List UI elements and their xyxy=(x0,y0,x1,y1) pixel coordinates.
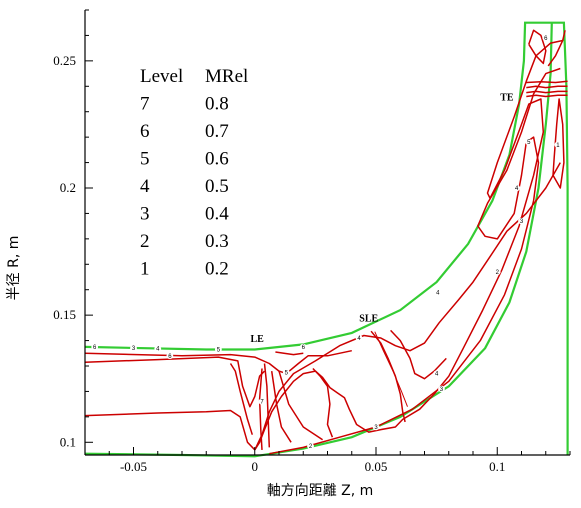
contour-label-bg xyxy=(130,345,137,352)
contour-label: 4 xyxy=(436,290,440,296)
x-tick-label: 0 xyxy=(252,459,259,474)
contour-label: 1 xyxy=(556,143,560,149)
legend-level: 1 xyxy=(140,259,150,280)
sle-marker-line xyxy=(374,331,408,407)
contour-line-level-6 xyxy=(526,94,568,98)
legend-value: 0.3 xyxy=(205,231,229,252)
annotations: LE SLE TE xyxy=(251,92,514,407)
legend-value: 0.7 xyxy=(205,121,229,142)
contour-label-bg xyxy=(372,423,380,431)
legend-level: 3 xyxy=(140,204,150,225)
contour-line-level-7 xyxy=(526,85,568,89)
contour-label-bg xyxy=(493,268,501,276)
contour-label: 4 xyxy=(357,336,361,342)
legend-value: 0.4 xyxy=(205,204,229,225)
contour-lines xyxy=(84,29,568,455)
contour-line-level-6 xyxy=(263,363,271,448)
x-tick-label: -0.05 xyxy=(120,459,147,474)
contour-line-level-4 xyxy=(390,329,447,380)
contour-line-level-7 xyxy=(258,368,263,450)
contour-label-bg xyxy=(518,217,525,225)
contour-label-bg xyxy=(542,34,550,42)
contour-label-bg xyxy=(166,352,174,360)
contour-label: 3 xyxy=(520,219,524,225)
contour-label-bg xyxy=(258,398,266,405)
contour-line-level-4 xyxy=(84,409,256,451)
contour-line-level-5 xyxy=(270,370,292,443)
contour-label: 4 xyxy=(156,347,160,353)
contour-label: 2 xyxy=(309,444,313,450)
contour-label: 5 xyxy=(217,347,221,353)
legend-level: 2 xyxy=(140,231,150,252)
contour-label-bg xyxy=(307,442,314,450)
contour-label-bg xyxy=(282,369,290,376)
legend-value: 0.6 xyxy=(205,149,229,170)
annotation-le: LE xyxy=(251,334,265,345)
contour-line-level-6 xyxy=(526,90,568,94)
y-tick-label: 0.25 xyxy=(53,53,76,68)
contour-line-level-5 xyxy=(312,367,334,438)
contour-label: 3 xyxy=(374,425,378,431)
contour-label: 4 xyxy=(515,186,519,192)
contour-line-level-4 xyxy=(278,370,324,441)
annotation-sle: SLE xyxy=(359,314,378,325)
contour-line-level-7 xyxy=(229,363,254,435)
contour-label-bg xyxy=(554,141,562,148)
x-tick-label: 0.05 xyxy=(365,459,388,474)
legend-level: 4 xyxy=(140,176,150,197)
legend-value: 0.2 xyxy=(205,259,229,280)
contour-label: 6 xyxy=(93,345,97,351)
contour-line-level-6 xyxy=(528,29,547,65)
contour-line-level-6 xyxy=(275,351,304,356)
contour-label-bg xyxy=(434,289,442,296)
contour-label-bg xyxy=(525,139,533,146)
contour-label: 6 xyxy=(544,36,548,42)
contour-line-level-5 xyxy=(547,30,566,67)
contour-label: 5 xyxy=(285,370,289,376)
contour-label: 3 xyxy=(132,346,136,352)
contour-label-bg xyxy=(438,385,445,393)
legend-value: 0.5 xyxy=(205,176,229,197)
legend-level: 5 xyxy=(140,149,150,170)
legend-value: 0.8 xyxy=(205,94,229,115)
contour-label: 6 xyxy=(302,345,306,351)
contour-line-level-5 xyxy=(84,356,266,408)
contour-label-bg xyxy=(214,346,222,353)
contour-line-level-7 xyxy=(526,80,568,84)
y-tick-label: 0.2 xyxy=(60,180,76,195)
legend: Level MRel 7 0.8 6 0.7 5 0.6 4 0.5 3 0.4 2 0.3 1 0.2 xyxy=(140,66,248,280)
legend-level: 7 xyxy=(140,94,150,115)
contour-label-bg xyxy=(154,345,162,352)
contour-label: 5 xyxy=(527,140,531,146)
contour-label-bg xyxy=(433,370,441,377)
contour-label: 4 xyxy=(435,372,439,378)
contour-line-level-1 xyxy=(552,98,565,189)
contour-labels: 6 3 4 5 6 6 5 4 7 2 3 4 3 4 2 3 1 4 5 6 xyxy=(91,34,562,450)
axes: -0.05 0 0.05 0.10.10.150.20.25 xyxy=(53,9,571,474)
contour-line-level-4 xyxy=(254,162,561,451)
contour-label: 7 xyxy=(260,400,264,406)
y-tick-label: 0.1 xyxy=(60,434,76,449)
legend-header-mrel: MRel xyxy=(205,66,248,87)
contour-line-level-3 xyxy=(254,39,563,451)
contour-label: 2 xyxy=(496,270,500,276)
annotation-te: TE xyxy=(500,92,514,103)
contour-label: 3 xyxy=(440,387,444,393)
shroud-wall-line xyxy=(84,21,569,455)
contour-label-bg xyxy=(299,343,307,351)
y-axis-title: 半径 R, m xyxy=(6,236,22,301)
contour-label-bg xyxy=(513,184,521,192)
contour-label: 6 xyxy=(168,354,172,360)
y-tick-label: 0.15 xyxy=(53,307,76,322)
contour-label-bg xyxy=(91,343,99,351)
contour-label-bg xyxy=(355,334,363,342)
legend-level: 6 xyxy=(140,121,150,142)
x-tick-label: 0.1 xyxy=(489,459,505,474)
legend-header-level: Level xyxy=(140,66,183,87)
x-axis-title: 軸方向距離 Z, m xyxy=(267,482,374,499)
